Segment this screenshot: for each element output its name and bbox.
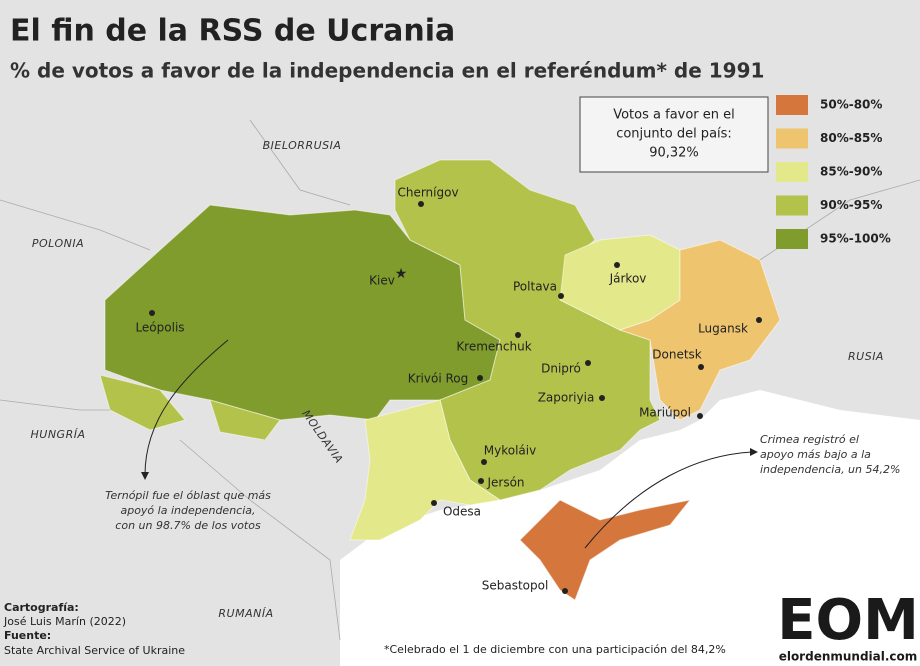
city-dot — [515, 332, 521, 338]
city-dot — [697, 413, 703, 419]
annotation: apoyó la independencia, — [120, 504, 255, 517]
city-label: Jersón — [486, 476, 524, 490]
city-label: Mariúpol — [639, 406, 691, 420]
subtitle: % de votos a favor de la independencia e… — [10, 59, 764, 83]
city-label: Lugansk — [698, 322, 748, 336]
arrow-head — [750, 448, 758, 456]
summary-text: conjunto del país: — [616, 127, 732, 142]
border — [179, 439, 341, 641]
legend-label: 80%-85% — [820, 131, 882, 145]
city-dot — [478, 478, 484, 484]
border — [0, 399, 110, 411]
city-dot — [418, 201, 424, 207]
credit: José Luis Marín (2022) — [3, 615, 126, 628]
city-dot — [477, 375, 483, 381]
border — [0, 199, 151, 251]
city-dot — [431, 500, 437, 506]
city-label: Kiev — [369, 274, 395, 288]
country-label: POLONIA — [32, 237, 84, 250]
city-dot — [585, 360, 591, 366]
arrow-head — [141, 472, 149, 480]
city-label: Járkov — [609, 272, 647, 286]
annotation: con un 98.7% de los votos — [115, 519, 261, 532]
city-dot — [698, 364, 704, 370]
city-label: Odesa — [443, 505, 481, 519]
country-label: BIELORRUSIA — [263, 139, 342, 152]
legend-swatch — [776, 162, 808, 182]
city-label: Kremenchuk — [456, 340, 531, 354]
capital-star: ★ — [395, 266, 408, 282]
logo-mark: EOM — [777, 588, 919, 653]
region — [99, 374, 186, 431]
credit: State Archival Service of Ukraine — [4, 644, 185, 657]
legend-swatch — [776, 229, 808, 249]
city-label: Chernígov — [397, 186, 458, 200]
region — [394, 159, 661, 501]
city-label: Donetsk — [652, 348, 702, 362]
summary-text: Votos a favor en el — [613, 108, 735, 123]
city-label: Krivói Rog — [408, 372, 469, 386]
annotation: Ternópil fue el óblast que más — [105, 489, 271, 502]
credit-label: Cartografía: — [4, 601, 79, 614]
logo-site: elordenmundial.com — [779, 650, 918, 664]
city-label: Leópolis — [135, 321, 184, 335]
legend-swatch — [776, 195, 808, 216]
city-dot — [614, 262, 620, 268]
country-label: HUNGRÍA — [31, 428, 86, 441]
region — [618, 239, 781, 421]
region — [209, 399, 281, 441]
annotation: Crimea registró el — [760, 433, 859, 446]
annotation: apoyo más bajo a la — [760, 448, 871, 461]
cities: Chernígov ★Kiev Járkov Poltava Leópolis … — [135, 186, 762, 594]
title: El fin de la RSS de Ucrania — [10, 14, 455, 49]
legend-label: 90%-95% — [820, 198, 882, 212]
region — [349, 399, 502, 541]
legend-swatch — [776, 95, 808, 115]
credit-label: Fuente: — [4, 629, 51, 642]
city-dot — [481, 459, 487, 465]
city-label: Sebastopol — [482, 579, 549, 593]
city-label: Mykoláiv — [484, 444, 536, 458]
summary-box — [579, 96, 769, 173]
legend-swatch — [776, 128, 808, 149]
legend-label: 85%-90% — [820, 165, 882, 179]
legend-label: 95%-100% — [820, 232, 891, 246]
legend: 50%-80% 80%-85% 85%-90% 90%-95% 95%-100% — [776, 95, 891, 249]
city-label: Poltava — [513, 280, 557, 294]
region — [519, 499, 692, 601]
city-label: Zaporiyia — [538, 391, 595, 405]
annotation-arrow — [584, 451, 753, 549]
footnote: *Celebrado el 1 de diciembre con una par… — [384, 643, 726, 656]
annotation-arrow — [144, 339, 229, 476]
city-dot — [149, 310, 155, 316]
city-dot — [756, 317, 762, 323]
country-label: RUSIA — [848, 350, 884, 363]
summary-text: 90,32% — [649, 146, 699, 161]
city-label: Dnipró — [541, 362, 581, 376]
country-label: RUMANÍA — [218, 607, 273, 620]
city-dot — [558, 293, 564, 299]
annotation: independencia, un 54,2% — [760, 463, 900, 476]
border — [249, 119, 351, 206]
city-dot — [562, 588, 568, 594]
legend-label: 50%-80% — [820, 98, 882, 112]
city-dot — [599, 395, 605, 401]
